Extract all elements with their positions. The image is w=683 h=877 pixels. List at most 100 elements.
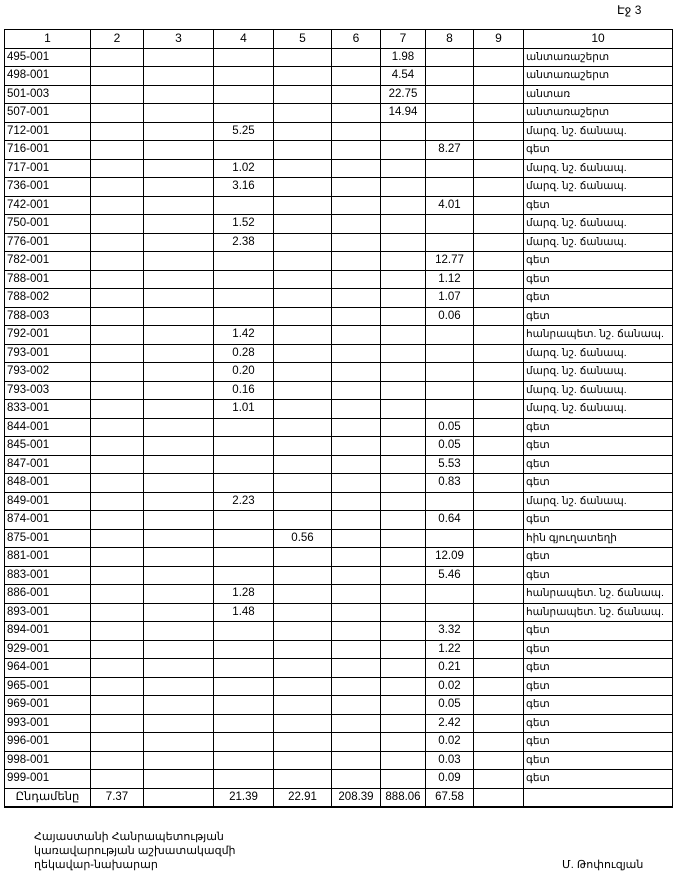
cell-col-8: 12.77 xyxy=(425,251,474,271)
cell-col-10: գետ xyxy=(523,732,673,752)
cell-col-10: անտառաշերտ xyxy=(523,47,673,67)
cell-col-3 xyxy=(143,288,214,308)
cell-col-9 xyxy=(473,84,524,104)
cell-col-8 xyxy=(425,214,474,234)
cell-col-1: 893-001 xyxy=(4,602,91,622)
cell-col-5: 22.91 xyxy=(273,787,332,808)
cell-col-10: գետ xyxy=(523,195,673,215)
land-table: 1 2 3 4 5 6 7 8 9 10 495-001 1.98 անտառաշերտ 498-001 4… xyxy=(4,29,673,808)
cell-col-1: 788-003 xyxy=(4,306,91,326)
cell-col-3 xyxy=(143,417,214,437)
cell-col-2 xyxy=(90,140,144,160)
cell-col-3 xyxy=(143,787,214,808)
cell-col-4 xyxy=(213,306,274,326)
cell-col-8 xyxy=(425,177,474,197)
table-row: 886-001 1.28 հանրապետ. նշ. ճանապ. xyxy=(4,584,673,604)
table-row: 845-001 0.05 գետ xyxy=(4,436,673,456)
cell-col-6 xyxy=(331,769,381,789)
cell-col-5 xyxy=(273,417,332,437)
cell-col-9 xyxy=(473,658,524,678)
cell-col-9 xyxy=(473,306,524,326)
table-row: 849-001 2.23 մարզ. նշ. ճանապ. xyxy=(4,491,673,511)
cell-col-1: 969-001 xyxy=(4,695,91,715)
cell-col-6 xyxy=(331,491,381,511)
cell-col-1: 965-001 xyxy=(4,676,91,696)
cell-col-5: 0.56 xyxy=(273,528,332,548)
cell-col-3 xyxy=(143,732,214,752)
table-row: 793-002 0.20 մարզ. նշ. ճանապ. xyxy=(4,362,673,382)
cell-col-3 xyxy=(143,158,214,178)
cell-col-10: գետ xyxy=(523,695,673,715)
cell-col-10: մարզ. նշ. ճանապ. xyxy=(523,343,673,363)
cell-col-3 xyxy=(143,750,214,770)
cell-col-1: 507-001 xyxy=(4,103,91,123)
cell-col-2 xyxy=(90,454,144,474)
cell-col-10: անտառաշերտ xyxy=(523,66,673,86)
cell-col-3 xyxy=(143,343,214,363)
cell-col-8: 0.02 xyxy=(425,732,474,752)
cell-col-4 xyxy=(213,528,274,548)
cell-col-1: 929-001 xyxy=(4,639,91,659)
cell-col-7 xyxy=(380,343,426,363)
cell-col-6 xyxy=(331,436,381,456)
cell-col-2 xyxy=(90,306,144,326)
cell-col-5 xyxy=(273,306,332,326)
cell-col-4 xyxy=(213,84,274,104)
cell-col-6 xyxy=(331,695,381,715)
cell-col-8: 8 xyxy=(425,29,474,49)
cell-col-9 xyxy=(473,121,524,141)
cell-col-4: 1.52 xyxy=(213,214,274,234)
cell-col-6 xyxy=(331,676,381,696)
cell-col-2 xyxy=(90,528,144,548)
cell-col-8: 3.32 xyxy=(425,621,474,641)
cell-col-2 xyxy=(90,769,144,789)
cell-col-3 xyxy=(143,695,214,715)
cell-col-6 xyxy=(331,103,381,123)
table-row: 793-003 0.16 մարզ. նշ. ճանապ. xyxy=(4,380,673,400)
cell-col-5 xyxy=(273,713,332,733)
table-row: 964-001 0.21 գետ xyxy=(4,658,673,678)
cell-col-3 xyxy=(143,602,214,622)
cell-col-6 xyxy=(331,454,381,474)
cell-col-3 xyxy=(143,121,214,141)
cell-col-5 xyxy=(273,66,332,86)
cell-col-2 xyxy=(90,362,144,382)
cell-col-1: 717-001 xyxy=(4,158,91,178)
cell-col-6 xyxy=(331,140,381,160)
cell-col-5 xyxy=(273,214,332,234)
cell-col-6 xyxy=(331,232,381,252)
cell-col-8: 0.21 xyxy=(425,658,474,678)
table-row: 495-001 1.98 անտառաշերտ xyxy=(4,47,673,67)
cell-col-10: գետ xyxy=(523,547,673,567)
cell-col-7 xyxy=(380,399,426,419)
table-row: 776-001 2.38 մարզ. նշ. ճանապ. xyxy=(4,232,673,252)
cell-col-7 xyxy=(380,658,426,678)
signatory-title: Հայաստանի Հանրապետության կառավարության ա… xyxy=(34,830,236,872)
cell-col-6 xyxy=(331,214,381,234)
cell-col-5 xyxy=(273,121,332,141)
cell-col-2 xyxy=(90,510,144,530)
cell-col-3 xyxy=(143,658,214,678)
cell-col-7 xyxy=(380,232,426,252)
cell-col-3 xyxy=(143,195,214,215)
cell-col-7: 4.54 xyxy=(380,66,426,86)
cell-col-10: մարզ. նշ. ճանապ. xyxy=(523,380,673,400)
cell-col-4: 2.38 xyxy=(213,232,274,252)
cell-col-2 xyxy=(90,713,144,733)
cell-col-9 xyxy=(473,621,524,641)
cell-col-6 xyxy=(331,306,381,326)
cell-col-2 xyxy=(90,436,144,456)
table-row: 788-001 1.12 գետ xyxy=(4,269,673,289)
cell-col-4 xyxy=(213,47,274,67)
cell-col-7 xyxy=(380,510,426,530)
cell-col-10: մարզ. նշ. ճանապ. xyxy=(523,177,673,197)
cell-col-1: 750-001 xyxy=(4,214,91,234)
cell-col-3 xyxy=(143,436,214,456)
cell-col-2 xyxy=(90,695,144,715)
cell-col-5 xyxy=(273,454,332,474)
cell-col-9 xyxy=(473,288,524,308)
cell-col-2 xyxy=(90,269,144,289)
cell-col-1: 844-001 xyxy=(4,417,91,437)
cell-col-6: 208.39 xyxy=(331,787,381,808)
cell-col-2 xyxy=(90,195,144,215)
